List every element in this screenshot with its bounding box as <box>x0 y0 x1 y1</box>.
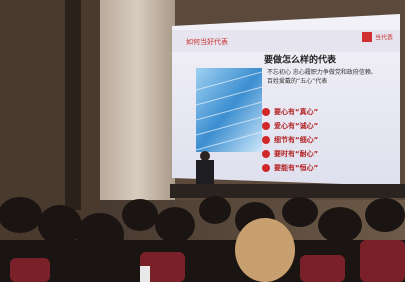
slide-item: 要能有“恒心” <box>274 163 318 172</box>
stage <box>170 184 405 198</box>
slide-header: 如何当好代表 <box>186 37 228 46</box>
speaker-head <box>200 151 210 161</box>
item-bullet <box>262 150 270 158</box>
person-in-tan <box>235 218 295 282</box>
slide-item: 爱心有“诚心” <box>274 121 318 130</box>
item-bullet <box>262 122 270 130</box>
item-bullet <box>262 136 270 144</box>
speaker <box>196 160 214 186</box>
slide-title: 要做怎么样的代表 <box>264 54 337 66</box>
slide-item: 细节有“细心” <box>274 135 318 144</box>
slide-logo: 当代表 <box>375 34 393 42</box>
intro-box: 不忘初心 忠心履职力争做党和政府信赖、百姓爱戴的“五心”代表 <box>267 68 377 102</box>
photo: 如何当好代表 当代表 要做怎么样的代表 不忘初心 忠心履职力争做党和政府信赖、百… <box>0 0 405 282</box>
wall-panel <box>65 0 81 210</box>
pillar <box>100 0 175 200</box>
slide-item: 要时有“耐心” <box>274 149 318 158</box>
item-bullet <box>262 108 270 116</box>
item-bullet <box>262 164 270 172</box>
logo-icon <box>362 32 372 42</box>
slide-intro: 不忘初心 忠心履职力争做党和政府信赖、百姓爱戴的“五心”代表 <box>267 68 377 86</box>
cup <box>140 266 150 282</box>
slide-item: 要心有“真心” <box>274 107 318 116</box>
